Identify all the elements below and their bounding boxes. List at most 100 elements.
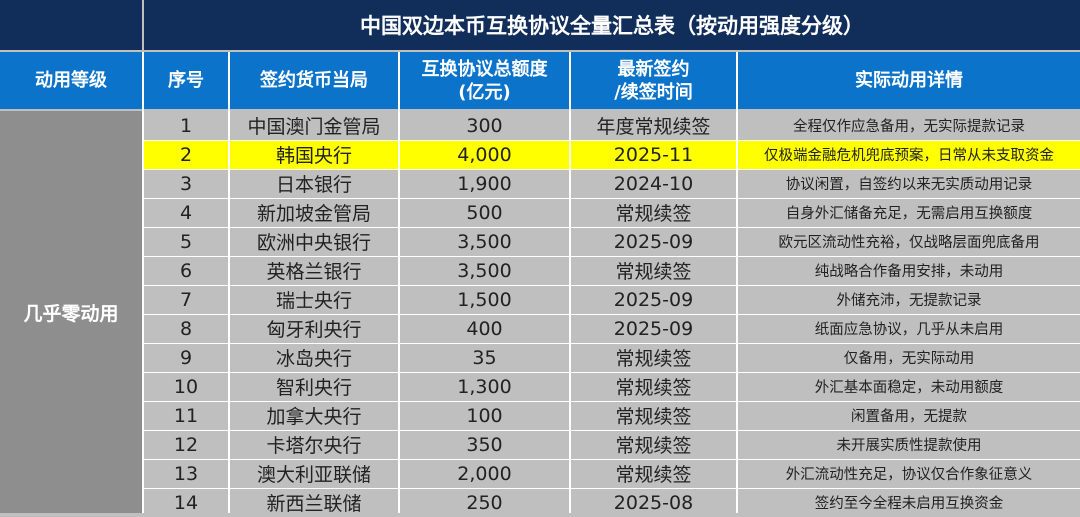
header-amount: 互换协议总额度 (亿元) xyxy=(400,52,569,109)
cell-seq: 9 xyxy=(144,343,228,372)
cell-seq: 7 xyxy=(144,285,228,314)
header-amount-line1: 互换协议总额度 xyxy=(422,58,548,81)
cell-authority: 英格兰银行 xyxy=(230,256,398,285)
cell-time: 2025-09 xyxy=(571,285,736,314)
header-authority-label: 签约货币当局 xyxy=(260,69,368,92)
cell-authority: 韩国央行 xyxy=(230,140,398,169)
cell-seq: 1 xyxy=(144,111,228,140)
cell-authority: 冰岛央行 xyxy=(230,343,398,372)
cell-seq: 6 xyxy=(144,256,228,285)
table-row: 9 冰岛央行 35 常规续签 仅备用，无实际动用 xyxy=(144,343,1080,372)
cell-time: 常规续签 xyxy=(571,198,736,227)
cell-amount: 3,500 xyxy=(400,227,569,256)
cell-amount: 300 xyxy=(400,111,569,140)
cell-seq: 2 xyxy=(144,140,228,169)
cell-amount: 100 xyxy=(400,401,569,430)
cell-seq: 11 xyxy=(144,401,228,430)
row-divider xyxy=(144,430,1080,431)
cell-detail: 欧元区流动性充裕，仅战略层面兜底备用 xyxy=(738,227,1080,256)
cell-detail: 外汇流动性充足，协议仅合作象征意义 xyxy=(738,459,1080,488)
cell-time: 2024-10 xyxy=(571,169,736,198)
row-divider xyxy=(144,256,1080,257)
column-divider xyxy=(398,52,400,513)
cell-detail: 外汇基本面稳定，未动用额度 xyxy=(738,372,1080,401)
cell-detail: 纯战略合作备用安排，未动用 xyxy=(738,256,1080,285)
level-cell: 几乎零动用 xyxy=(0,111,142,513)
table-row: 6 英格兰银行 3,500 常规续签 纯战略合作备用安排，未动用 xyxy=(144,256,1080,285)
cell-authority: 卡塔尔央行 xyxy=(230,430,398,459)
cell-detail: 纸面应急协议，几乎从未启用 xyxy=(738,314,1080,343)
table-row: 13 澳大利亚联储 2,000 常规续签 外汇流动性充足，协议仅合作象征意义 xyxy=(144,459,1080,488)
cell-amount: 1,500 xyxy=(400,285,569,314)
cell-authority: 澳大利亚联储 xyxy=(230,459,398,488)
header-time-line2: /续签时间 xyxy=(614,81,693,104)
column-divider xyxy=(142,52,144,513)
header-amount-line2: (亿元) xyxy=(458,81,510,104)
cell-authority: 中国澳门金管局 xyxy=(230,111,398,140)
cell-detail: 未开展实质性提款使用 xyxy=(738,430,1080,459)
cell-time: 常规续签 xyxy=(571,372,736,401)
row-divider xyxy=(144,198,1080,199)
table-row: 10 智利央行 1,300 常规续签 外汇基本面稳定，未动用额度 xyxy=(144,372,1080,401)
cell-detail: 仅极端金融危机兜底预案，日常从未支取资金 xyxy=(738,140,1080,169)
cell-seq: 13 xyxy=(144,459,228,488)
cell-detail: 全程仅作应急备用，无实际提款记录 xyxy=(738,111,1080,140)
row-divider xyxy=(144,372,1080,373)
cell-amount: 1,900 xyxy=(400,169,569,198)
header-time: 最新签约 /续签时间 xyxy=(571,52,736,109)
header-seq: 序号 xyxy=(144,52,228,109)
cell-authority: 瑞士央行 xyxy=(230,285,398,314)
cell-authority: 加拿大央行 xyxy=(230,401,398,430)
header-time-line1: 最新签约 xyxy=(618,58,690,81)
cell-detail: 协议闲置，自签约以来无实质动用记录 xyxy=(738,169,1080,198)
header-level: 动用等级 xyxy=(0,52,142,109)
cell-seq: 5 xyxy=(144,227,228,256)
table-row: 7 瑞士央行 1,500 2025-09 外储充沛，无提款记录 xyxy=(144,285,1080,314)
cell-amount: 3,500 xyxy=(400,256,569,285)
cell-time: 常规续签 xyxy=(571,256,736,285)
cell-time: 常规续签 xyxy=(571,343,736,372)
cell-amount: 1,300 xyxy=(400,372,569,401)
row-divider xyxy=(144,343,1080,344)
cell-seq: 12 xyxy=(144,430,228,459)
column-divider xyxy=(736,52,738,513)
cell-amount: 4,000 xyxy=(400,140,569,169)
cell-time: 年度常规续签 xyxy=(571,111,736,140)
cell-authority: 新加坡金管局 xyxy=(230,198,398,227)
row-divider xyxy=(144,227,1080,228)
corner-cell xyxy=(0,0,142,50)
table-row: 11 加拿大央行 100 常规续签 闲置备用，无提款 xyxy=(144,401,1080,430)
row-divider xyxy=(144,285,1080,286)
cell-seq: 3 xyxy=(144,169,228,198)
row-divider xyxy=(144,169,1080,170)
cell-detail: 自身外汇储备充足，无需启用互换额度 xyxy=(738,198,1080,227)
row-divider xyxy=(144,401,1080,402)
cell-authority: 日本银行 xyxy=(230,169,398,198)
cell-time: 2025-09 xyxy=(571,227,736,256)
cell-authority: 匈牙利央行 xyxy=(230,314,398,343)
header-detail: 实际动用详情 xyxy=(738,52,1080,109)
table-title: 中国双边本币互换协议全量汇总表（按动用强度分级） xyxy=(144,0,1080,50)
cell-authority: 欧洲中央银行 xyxy=(230,227,398,256)
header-level-label: 动用等级 xyxy=(35,69,107,92)
cell-seq: 10 xyxy=(144,372,228,401)
cell-detail: 外储充沛，无提款记录 xyxy=(738,285,1080,314)
table-row: 3 日本银行 1,900 2024-10 协议闲置，自签约以来无实质动用记录 xyxy=(144,169,1080,198)
row-divider xyxy=(144,140,1080,141)
cell-detail: 仅备用，无实际动用 xyxy=(738,343,1080,372)
cell-seq: 8 xyxy=(144,314,228,343)
cell-time: 常规续签 xyxy=(571,459,736,488)
header-authority: 签约货币当局 xyxy=(230,52,398,109)
row-divider xyxy=(144,459,1080,460)
cell-time: 常规续签 xyxy=(571,430,736,459)
table-row: 1 中国澳门金管局 300 年度常规续签 全程仅作应急备用，无实际提款记录 xyxy=(144,111,1080,140)
cell-amount: 35 xyxy=(400,343,569,372)
table-row: 2 韩国央行 4,000 2025-11 仅极端金融危机兜底预案，日常从未支取资金 xyxy=(144,140,1080,169)
cell-detail: 闲置备用，无提款 xyxy=(738,401,1080,430)
header-detail-label: 实际动用详情 xyxy=(855,69,963,92)
cell-time: 2025-09 xyxy=(571,314,736,343)
column-divider xyxy=(228,52,230,513)
row-divider xyxy=(144,314,1080,315)
cell-amount: 400 xyxy=(400,314,569,343)
table-row: 8 匈牙利央行 400 2025-09 纸面应急协议，几乎从未启用 xyxy=(144,314,1080,343)
